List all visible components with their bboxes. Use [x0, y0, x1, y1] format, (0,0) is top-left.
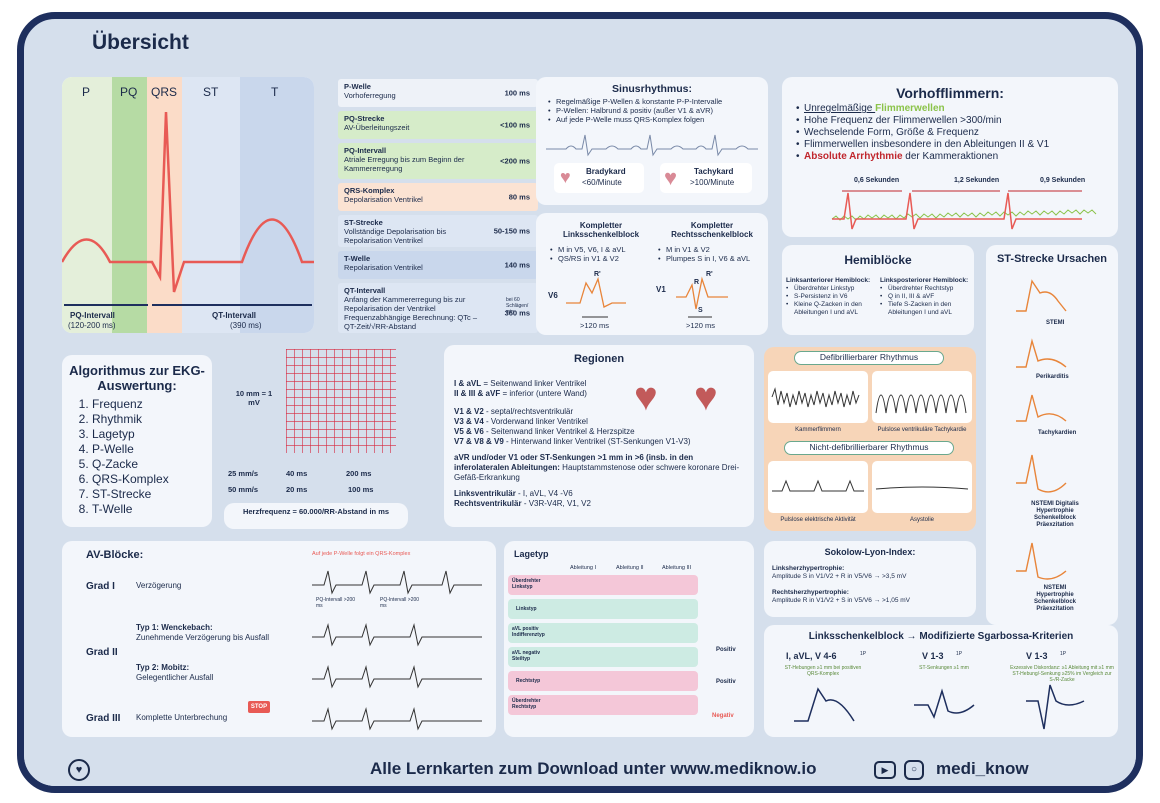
param-row-t: T-Welle Repolarisation Ventrikel 140 ms: [338, 251, 538, 279]
heart-icon: ♥: [634, 375, 658, 419]
lage-row: aVL negativ Steiltyp: [508, 647, 698, 667]
stop-icon: STOP: [248, 701, 270, 713]
pq-interval-range: (120-200 ms): [68, 321, 116, 330]
av-strips: [312, 570, 482, 731]
heart-icon: ♥: [694, 375, 718, 419]
tachy-box: ♥ Tachykard >100/Minute: [660, 163, 752, 193]
heartbeat-logo-icon: ♥: [68, 759, 90, 781]
social-handle[interactable]: medi_know: [936, 759, 1029, 778]
algo-step: QRS-Komplex: [92, 472, 212, 487]
vhf-interval: 0,6 Sekunden: [854, 177, 900, 184]
pq-interval-label: PQ-Intervall: [70, 311, 115, 320]
brady-box: ♥ Bradykard <60/Minute: [554, 163, 644, 193]
ekg-curve: [62, 111, 314, 306]
footer-text: Alle Lernkarten zum Download unter www.m…: [370, 759, 817, 778]
sinus-item: Regelmäßige P-Wellen & konstante P-P-Int…: [548, 97, 768, 106]
algo-step: Q-Zacke: [92, 457, 212, 472]
ekg-grid: [286, 349, 396, 453]
sokolow-card: Sokolow-Lyon-Index: Linksherzhypertrophi…: [764, 541, 976, 617]
instagram-icon[interactable]: ○: [904, 760, 924, 780]
param-row-st: ST-Strecke Vollständige Depolarisation bi…: [338, 215, 538, 247]
wave-label-t: T: [271, 85, 279, 99]
defi-card: Defibrillierbarer Rhythmus Kammerflimmer…: [764, 347, 976, 531]
vhf-title: Vorhofflimmern:: [896, 85, 1004, 101]
vhf-card: Vorhofflimmern: Unregelmäßige Flimmerwel…: [782, 77, 1118, 237]
av-block-card: AV-Blöcke: Grad I Verzögerung Auf jede P…: [62, 541, 496, 737]
vhf-strip: [831, 190, 1097, 230]
vhf-interval: 0,9 Sekunden: [1040, 177, 1086, 184]
lagetyp-card: Lagetyp Ableitung I Ableitung II Ableitu…: [504, 541, 754, 737]
regionen-card: Regionen I & aVL = Seitenwand linker Ven…: [444, 345, 754, 527]
card-frame: Übersicht P PQ QRS ST T PQ-Intervall (12…: [17, 12, 1143, 793]
heart-icon: ♥: [560, 167, 571, 187]
sinus-strip: [546, 134, 758, 157]
vhf-interval: 1,2 Sekunden: [954, 177, 1000, 184]
algo-step: Rhythmik: [92, 412, 212, 427]
mv-label: 10 mm = 1 mV: [235, 389, 273, 407]
algo-step: Lagetyp: [92, 427, 212, 442]
algo-step: T-Welle: [92, 502, 212, 517]
lage-row: aVL positiv Indifferenztyp: [508, 623, 698, 643]
algo-step: ST-Strecke: [92, 487, 212, 502]
qt-interval-range: (390 ms): [230, 321, 262, 330]
youtube-icon[interactable]: ▶: [874, 761, 896, 779]
sgarbossa-waves: [794, 684, 1085, 730]
hemiblock-card: Hemiblöcke Linksanteriorer Hemiblock: Üb…: [782, 245, 974, 335]
st-waves: [1016, 279, 1067, 580]
st-causes-card: ST-Strecke Ursachen STEMI Perikarditis T…: [986, 245, 1118, 625]
param-row-qrs: QRS-Komplex Depolarisation Ventrikel 80 ms: [338, 183, 538, 211]
algo-step: P-Welle: [92, 442, 212, 457]
footer: [24, 738, 1136, 786]
vhf-item: Absolute Arrhythmie der Kammeraktionen: [796, 151, 1118, 163]
sinus-card: Sinusrhythmus: Regelmäßige P-Wellen & ko…: [536, 77, 768, 205]
param-row-qt: QT-Intervall Anfang der Kammererregung bi…: [338, 283, 538, 333]
qt-interval-label: QT-Intervall: [212, 311, 257, 320]
sinus-item: P-Wellen: Halbrund & positiv (außer V1 &…: [548, 106, 768, 115]
param-row-pq-int: PQ-Intervall Atriale Erregung bis zum Beg…: [338, 143, 538, 179]
vhf-item: Wechselende Form, Größe & Frequenz: [796, 127, 1118, 139]
heart-rate-formula: Herzfrequenz = 60.000/RR-Abstand in ms: [224, 503, 408, 529]
lage-row: Rechtstyp: [508, 671, 698, 691]
vhf-item: Hohe Frequenz der Flimmerwellen >300/min: [796, 115, 1118, 127]
lage-row: Überdrehter Linkstyp: [508, 575, 698, 595]
wave-label-st: ST: [203, 85, 219, 99]
vhf-item: Unregelmäßige Flimmerwellen: [796, 103, 1118, 115]
lage-row: Überdrehter Rechtstyp: [508, 695, 698, 715]
sinus-title: Sinusrhythmus:: [612, 83, 692, 95]
wave-label-qrs: QRS: [151, 85, 178, 99]
wave-label-pq: PQ: [120, 85, 138, 99]
ekg-diagram: P PQ QRS ST T PQ-Intervall (120-200 ms) …: [62, 77, 314, 333]
heart-icon: ♥: [664, 165, 678, 190]
vhf-item: Flimmerwellen insbesondere in den Ableit…: [796, 139, 1118, 151]
sinus-item: Auf jede P-Welle muss QRS-Komplex folgen: [548, 115, 768, 124]
page-title: Übersicht: [92, 31, 189, 54]
bundle-block-card: Kompletter Linksschenkelblock Kompletter…: [536, 213, 768, 335]
sgarbossa-card: Linksschenkelblock → Modifizierte Sgarbo…: [764, 625, 1118, 737]
param-row-p: P-Welle Vorhoferregung 100 ms: [338, 79, 538, 107]
bundle-waves: [566, 276, 728, 318]
algorithm-card: Algorithmus zur EKG-Auswertung: Frequenz…: [62, 355, 212, 527]
param-row-pq: PQ-Strecke AV-Überleitungszeit <100 ms: [338, 111, 538, 139]
lage-row: Linkstyp: [508, 599, 698, 619]
wave-label-p: P: [82, 85, 91, 99]
algo-step: Frequenz: [92, 397, 212, 412]
